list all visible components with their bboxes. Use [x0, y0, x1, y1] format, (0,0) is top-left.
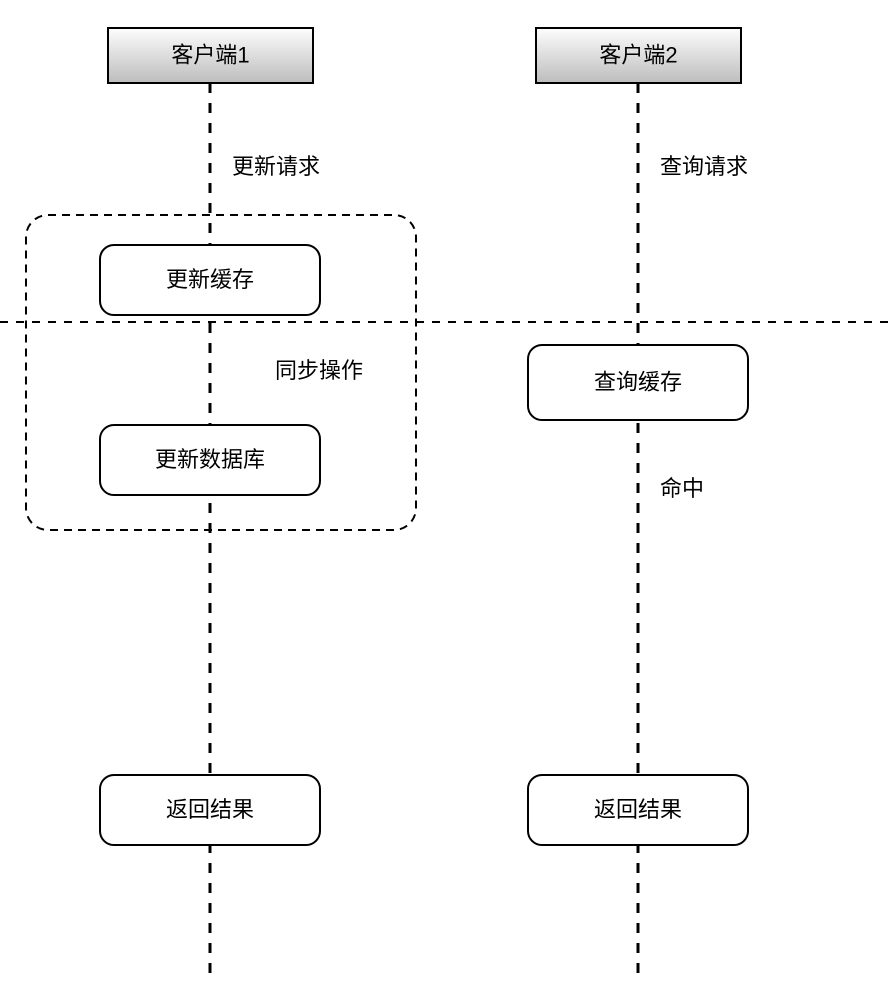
node-return1-label: 返回结果 [166, 797, 254, 822]
label-update-request: 更新请求 [232, 154, 320, 179]
actor-client2-label: 客户端2 [599, 42, 677, 67]
actor-client2: 客户端2 [536, 28, 741, 83]
actor-client1: 客户端1 [108, 28, 313, 83]
node-query-cache-label: 查询缓存 [594, 369, 682, 394]
node-update-db: 更新数据库 [100, 425, 320, 495]
node-return1: 返回结果 [100, 775, 320, 845]
node-update-cache: 更新缓存 [100, 245, 320, 315]
node-update-db-label: 更新数据库 [155, 447, 265, 472]
node-return2: 返回结果 [528, 775, 748, 845]
sequence-diagram: 同步操作 客户端1 客户端2 更新缓存 更新数据库 查询缓存 返回结果 返回结果… [0, 0, 894, 982]
node-return2-label: 返回结果 [594, 797, 682, 822]
actor-client1-label: 客户端1 [171, 42, 249, 67]
node-update-cache-label: 更新缓存 [166, 267, 254, 292]
label-hit: 命中 [660, 476, 704, 501]
sync-group-label: 同步操作 [275, 358, 363, 383]
label-query-request: 查询请求 [660, 154, 748, 179]
node-query-cache: 查询缓存 [528, 345, 748, 420]
